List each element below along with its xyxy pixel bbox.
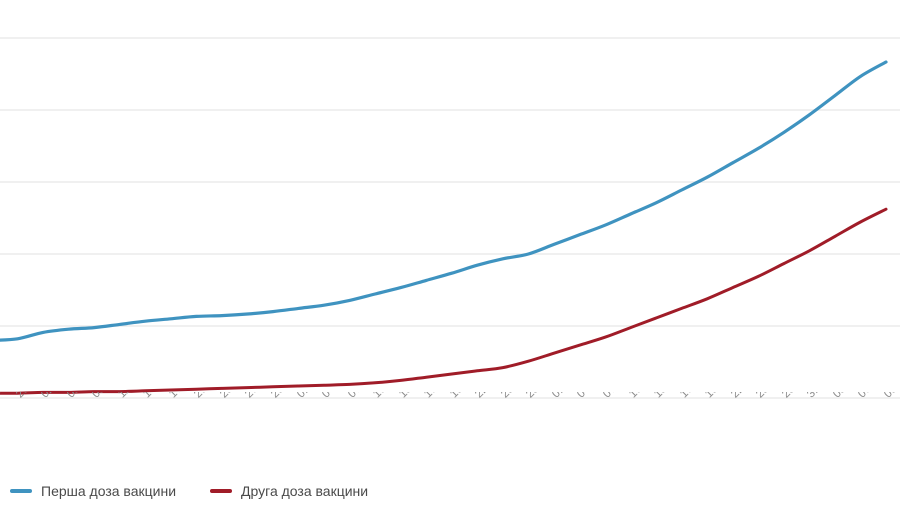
x-tick-label: 07.07.2021 bbox=[601, 392, 651, 400]
legend-label: Друга доза вакцини bbox=[241, 482, 369, 499]
x-tick-label: 26.05.2021 bbox=[243, 392, 293, 400]
legend-item[interactable]: Перша доза вакцини bbox=[10, 483, 176, 499]
x-tick-label: 28.07.2021 bbox=[780, 392, 830, 400]
series-line-second-dose bbox=[0, 207, 888, 395]
x-tick-label: 22.07.2021 bbox=[729, 392, 779, 400]
x-tick-label: 17.05.2021 bbox=[167, 392, 217, 400]
x-tick-label: 25.07.2021 bbox=[754, 392, 804, 400]
x-tick-label: 22.06.2021 bbox=[473, 392, 523, 400]
legend-item[interactable]: Друга доза вакцини bbox=[210, 483, 368, 499]
x-tick-label: 08.05.2021 bbox=[90, 392, 140, 400]
x-tick-label: 02.05.2021 bbox=[39, 392, 89, 400]
x-tick-label: 11.05.2021 bbox=[116, 392, 165, 400]
legend-color-swatch bbox=[210, 488, 233, 493]
x-tick-label: 23.05.2021 bbox=[218, 392, 268, 400]
x-tick-label: 10.06.2021 bbox=[371, 392, 421, 400]
x-tick-label: 31.07.2021 bbox=[805, 392, 855, 400]
x-tick-label: 01.07.2021 bbox=[550, 392, 600, 400]
x-tick-label: 28.06.2021 bbox=[524, 392, 574, 400]
series-line-first-dose bbox=[0, 60, 888, 342]
x-tick-label: 25.06.2021 bbox=[499, 392, 549, 400]
legend-label: Перша доза вакцини bbox=[41, 482, 177, 499]
x-tick-label: 05.05.2021 bbox=[65, 392, 115, 400]
x-tick-label: 09.08.2021 bbox=[882, 392, 900, 400]
x-tick-label: 01.06.2021 bbox=[295, 392, 345, 400]
gridlines bbox=[0, 37, 900, 399]
x-tick-label: 13.06.2021 bbox=[397, 392, 447, 400]
x-tick-label: 29.05.2021 bbox=[269, 392, 319, 400]
x-tick-label: 14.05.2021 bbox=[141, 392, 191, 400]
x-tick-label: 20.05.2021 bbox=[192, 392, 242, 400]
x-tick-label: 13.07.2021 bbox=[652, 392, 702, 400]
x-tick-label: 03.08.2021 bbox=[831, 392, 881, 400]
plot-area bbox=[0, 37, 900, 399]
x-tick-label: 07.06.2021 bbox=[346, 392, 396, 400]
x-tick-label: 10.07.2021 bbox=[627, 392, 677, 400]
x-tick-label: 29.04.2021 bbox=[14, 392, 64, 400]
x-axis-tick-labels: 26.04.202129.04.202102.05.202105.05.2021… bbox=[0, 392, 900, 470]
series-lines bbox=[0, 60, 888, 395]
legend-color-swatch bbox=[10, 488, 32, 493]
x-tick-label: 04.07.2021 bbox=[575, 392, 625, 400]
x-tick-label: 16.07.2021 bbox=[678, 392, 728, 400]
x-tick-label: 19.07.2021 bbox=[703, 392, 753, 400]
x-tick-label: 04.06.2021 bbox=[320, 392, 370, 400]
x-tick-label: 16.06.2021 bbox=[422, 392, 472, 400]
chart-legend: Перша доза вакцини Друга доза вакцини bbox=[0, 476, 900, 505]
x-tick-label: 19.06.2021 bbox=[448, 392, 498, 400]
